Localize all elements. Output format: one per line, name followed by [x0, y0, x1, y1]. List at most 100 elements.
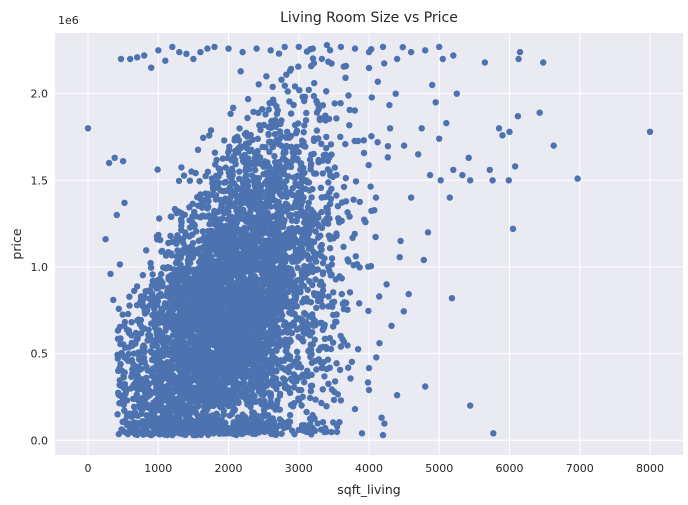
- scatter-point: [171, 205, 179, 213]
- scatter-point: [192, 285, 199, 292]
- scatter-point: [201, 404, 208, 411]
- scatter-point: [137, 398, 144, 405]
- scatter-point: [285, 267, 292, 274]
- scatter-point: [184, 388, 191, 395]
- scatter-point: [135, 367, 142, 374]
- scatter-point: [315, 347, 323, 354]
- scatter-point: [299, 299, 306, 306]
- scatter-point: [334, 391, 341, 398]
- scatter-point: [298, 402, 305, 409]
- scatter-point: [229, 179, 237, 186]
- scatter-point: [191, 345, 198, 353]
- scatter-point: [265, 345, 272, 353]
- scatter-point: [284, 366, 291, 373]
- scatter-point: [318, 246, 325, 253]
- scatter-point: [312, 396, 319, 403]
- scatter-point: [303, 109, 310, 117]
- scatter-point: [325, 58, 332, 65]
- scatter-point: [285, 173, 292, 180]
- scatter-point: [239, 297, 247, 304]
- scatter-point: [237, 330, 244, 337]
- scatter-point: [237, 143, 244, 150]
- scatter-point: [353, 261, 361, 268]
- scatter-point: [333, 428, 341, 436]
- scatter-point: [364, 379, 372, 386]
- scatter-point: [283, 272, 290, 279]
- scatter-point: [189, 200, 196, 207]
- scatter-point: [204, 268, 211, 275]
- scatter-point: [227, 110, 234, 118]
- scatter-point: [360, 137, 367, 144]
- scatter-point: [143, 247, 150, 254]
- scatter-point: [344, 209, 351, 216]
- scatter-point: [348, 358, 356, 366]
- scatter-point: [342, 174, 349, 182]
- scatter-point: [339, 336, 346, 343]
- scatter-point: [193, 368, 200, 375]
- scatter-point: [288, 329, 296, 337]
- scatter-point: [199, 228, 206, 235]
- scatter-point: [251, 181, 258, 189]
- scatter-point: [326, 364, 333, 371]
- scatter-point: [156, 368, 163, 376]
- scatter-point: [319, 292, 326, 299]
- scatter-point: [249, 391, 256, 398]
- scatter-point: [236, 175, 243, 182]
- scatter-point: [373, 354, 380, 361]
- scatter-point: [304, 286, 311, 294]
- scatter-point: [122, 390, 129, 397]
- scatter-point: [220, 411, 228, 418]
- scatter-point: [225, 203, 232, 210]
- scatter-point: [265, 257, 273, 264]
- scatter-point: [313, 366, 320, 373]
- scatter-point: [216, 402, 223, 409]
- scatter-point: [222, 366, 229, 373]
- scatter-point: [274, 107, 281, 114]
- scatter-point: [149, 365, 157, 372]
- scatter-point: [155, 400, 162, 407]
- scatter-point: [206, 274, 213, 281]
- scatter-point: [267, 231, 274, 238]
- scatter-point: [261, 229, 268, 236]
- scatter-point: [272, 427, 279, 435]
- scatter-point: [260, 269, 268, 276]
- scatter-point: [169, 419, 177, 427]
- scatter-point: [145, 326, 152, 333]
- scatter-point: [287, 212, 295, 219]
- scatter-point: [208, 412, 216, 419]
- scatter-point: [291, 83, 299, 90]
- scatter-point: [318, 364, 326, 371]
- scatter-point: [321, 335, 329, 342]
- scatter-point: [312, 228, 319, 235]
- scatter-point: [284, 385, 292, 393]
- scatter-point: [245, 155, 252, 162]
- scatter-point: [196, 178, 203, 185]
- scatter-point: [236, 257, 243, 264]
- scatter-point: [139, 299, 146, 306]
- scatter-point: [325, 303, 332, 310]
- scatter-point: [119, 311, 126, 318]
- scatter-point: [329, 339, 337, 346]
- scatter-point: [130, 403, 138, 410]
- scatter-point: [319, 157, 326, 164]
- scatter-point: [201, 233, 208, 241]
- scatter-point: [303, 295, 310, 302]
- scatter-point: [258, 238, 265, 246]
- scatter-point: [354, 346, 362, 353]
- scatter-point: [319, 386, 326, 393]
- scatter-point: [169, 371, 176, 379]
- scatter-point: [275, 166, 282, 173]
- scatter-point: [197, 214, 204, 221]
- scatter-point: [197, 314, 204, 321]
- scatter-point: [194, 146, 202, 153]
- scatter-point: [365, 161, 372, 169]
- scatter-point: [356, 198, 363, 206]
- scatter-point: [214, 412, 221, 419]
- scatter-point: [207, 213, 214, 221]
- scatter-point: [287, 163, 295, 171]
- scatter-point: [241, 381, 248, 388]
- scatter-point: [367, 262, 375, 270]
- scatter-point: [213, 339, 220, 347]
- scatter-point: [356, 300, 363, 307]
- scatter-point: [319, 102, 327, 109]
